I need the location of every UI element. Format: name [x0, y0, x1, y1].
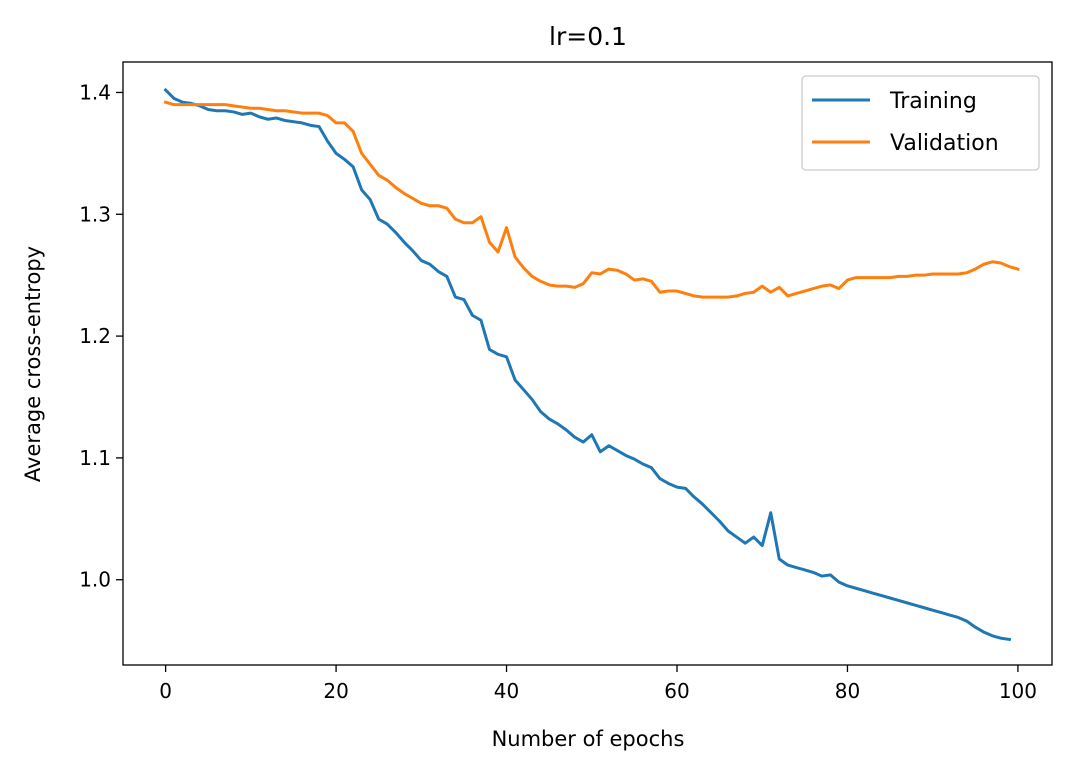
y-axis-label: Average cross-entropy: [21, 246, 45, 482]
series-line-training: [163, 87, 1012, 642]
legend: Training Validation: [801, 75, 1040, 171]
x-tick-label: 0: [159, 679, 172, 703]
x-axis-label: Number of epochs: [492, 727, 685, 751]
plot-area-frame: [122, 61, 1053, 666]
y-tick-label: 1.4: [79, 80, 111, 104]
x-tick-label: 20: [323, 679, 348, 703]
legend-label-validation: Validation: [890, 131, 999, 156]
y-tick-label: 1.1: [79, 446, 111, 470]
x-tick-label: 40: [494, 679, 519, 703]
series-line-validation: [163, 100, 1020, 299]
series-layer: [163, 87, 1020, 642]
x-axis: 0 20 40 60 80 100: [159, 665, 1037, 703]
y-tick-label: 1.0: [79, 568, 111, 592]
y-tick-label: 1.2: [79, 324, 111, 348]
legend-label-training: Training: [889, 89, 977, 114]
chart-title: lr=0.1: [549, 22, 627, 51]
y-tick-label: 1.3: [79, 202, 111, 226]
x-tick-label: 60: [664, 679, 689, 703]
x-tick-label: 100: [999, 679, 1037, 703]
x-tick-label: 80: [835, 679, 860, 703]
y-axis: 1.0 1.1 1.2 1.3 1.4: [79, 80, 123, 592]
